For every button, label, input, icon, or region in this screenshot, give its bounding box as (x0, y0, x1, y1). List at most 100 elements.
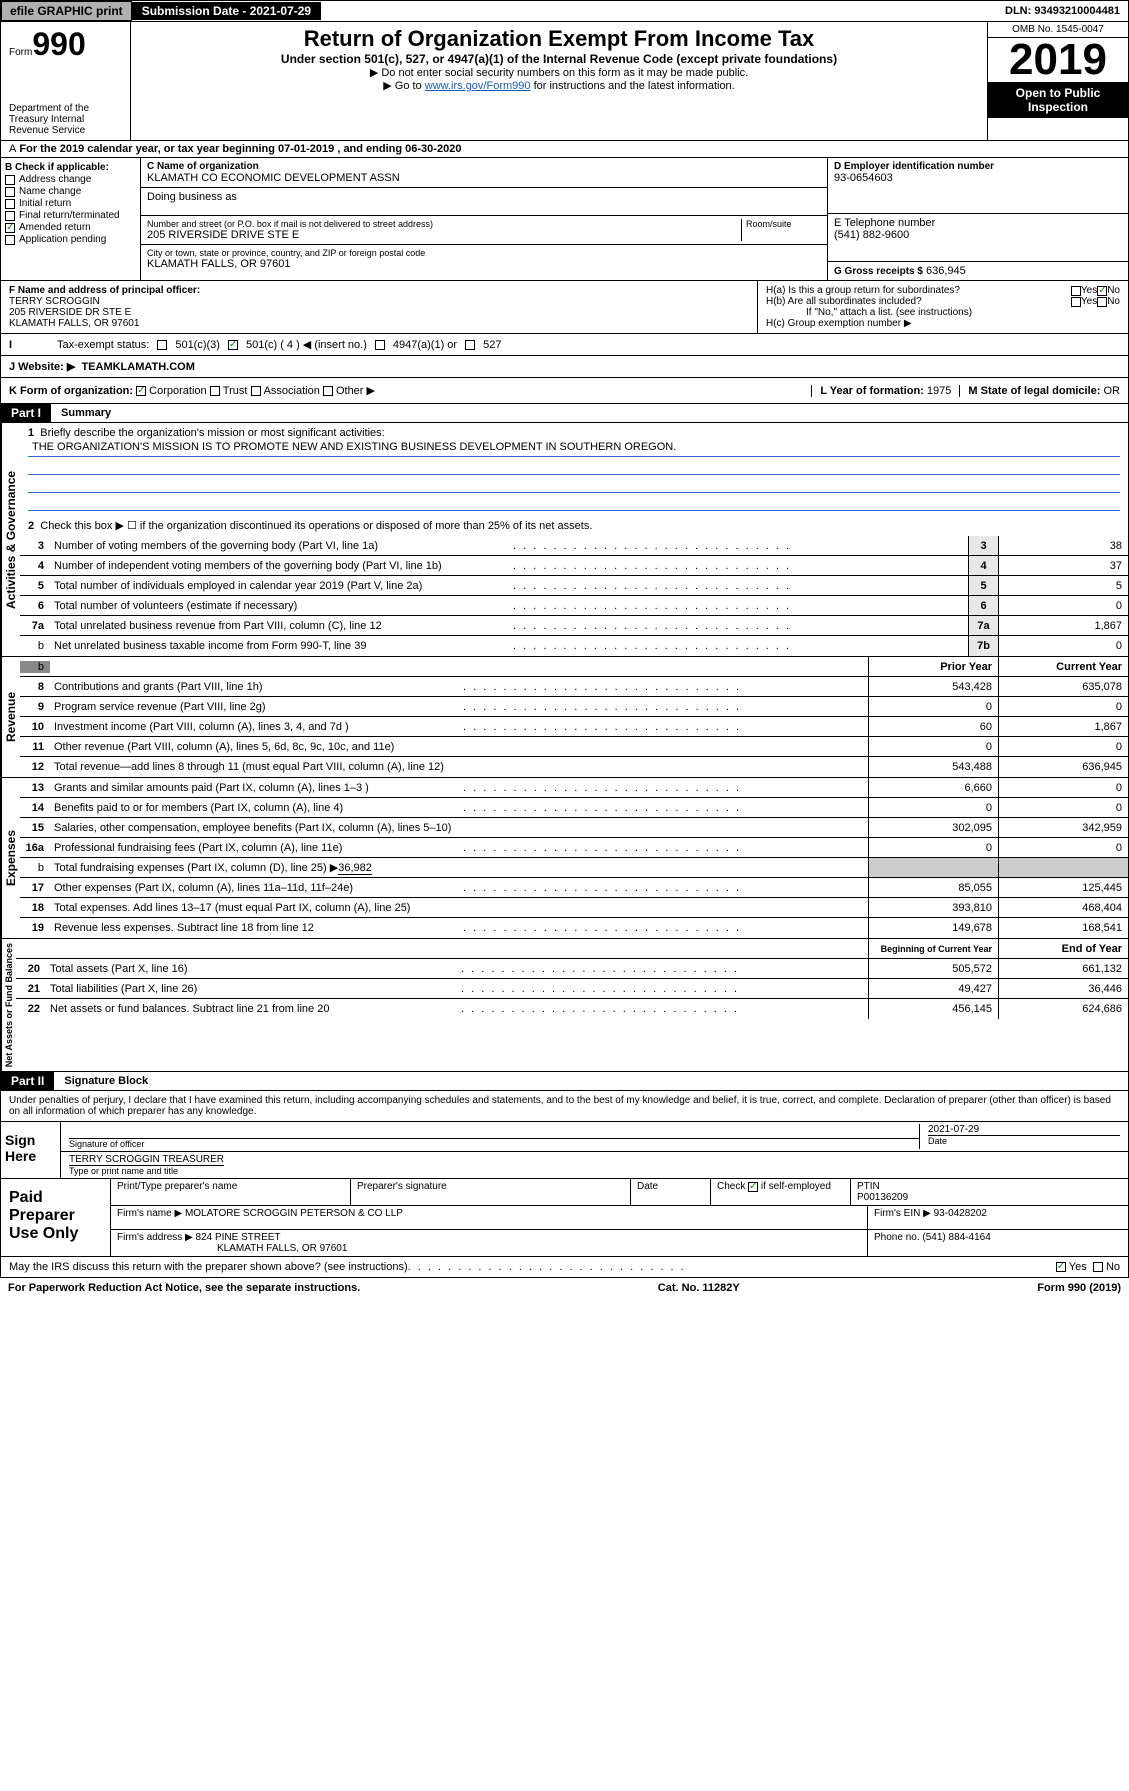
cb-501c3[interactable] (157, 340, 167, 350)
ha-no[interactable] (1097, 286, 1107, 296)
firm-name: MOLATORE SCROGGIN PETERSON & CO LLP (185, 1208, 403, 1219)
box-c: C Name of organization KLAMATH CO ECONOM… (141, 158, 828, 280)
form-990: 990 (32, 26, 85, 62)
firm-city: KLAMATH FALLS, OR 97601 (117, 1243, 347, 1254)
row-fg: F Name and address of principal officer:… (0, 281, 1129, 334)
section-a: A For the 2019 calendar year, or tax yea… (0, 141, 1129, 158)
efile-print-button[interactable]: efile GRAPHIC print (1, 1, 132, 21)
note-2: ▶ Go to www.irs.gov/Form990 for instruct… (135, 79, 983, 92)
checkbox-final[interactable] (5, 211, 15, 221)
room-label: Room/suite (741, 219, 821, 241)
ha-yes[interactable] (1071, 286, 1081, 296)
line6-val: 0 (998, 596, 1128, 615)
box-de: D Employer identification number 93-0654… (828, 158, 1128, 280)
subtitle: Under section 501(c), 527, or 4947(a)(1)… (135, 52, 983, 66)
city-label: City or town, state or province, country… (147, 248, 821, 258)
sign-here: Sign Here (1, 1122, 61, 1178)
part2-header: Part II Signature Block (0, 1072, 1129, 1091)
org-name: KLAMATH CO ECONOMIC DEVELOPMENT ASSN (147, 172, 821, 184)
checkbox-address[interactable] (5, 175, 15, 185)
box-f: F Name and address of principal officer:… (1, 281, 758, 333)
part2-title: Signature Block (54, 1073, 158, 1089)
dba-label: Doing business as (147, 191, 237, 203)
year-formation: 1975 (927, 385, 951, 397)
phone-label: E Telephone number (834, 217, 1122, 229)
prep-phone: (541) 884-4164 (922, 1232, 990, 1243)
discuss-no[interactable] (1093, 1262, 1103, 1272)
discuss-yes[interactable] (1056, 1262, 1066, 1272)
dln: DLN: 93493210004481 (997, 3, 1128, 19)
revenue-block: Revenue bPrior YearCurrent Year 8Contrib… (0, 657, 1129, 778)
cb-trust[interactable] (210, 386, 220, 396)
discuss-row: May the IRS discuss this return with the… (0, 1257, 1129, 1278)
officer-city: KLAMATH FALLS, OR 97601 (9, 318, 749, 329)
form-number-cell: Form990 Department of the Treasury Inter… (1, 22, 131, 140)
mission-text: THE ORGANIZATION'S MISSION IS TO PROMOTE… (28, 439, 1120, 457)
cb-corp[interactable] (136, 386, 146, 396)
governance-block: Activities & Governance 1 Briefly descri… (0, 423, 1129, 657)
note-1: ▶ Do not enter social security numbers o… (135, 66, 983, 79)
city: KLAMATH FALLS, OR 97601 (147, 258, 821, 270)
cb-4947[interactable] (375, 340, 385, 350)
cb-501c[interactable] (228, 340, 238, 350)
ein: 93-0654603 (834, 172, 1122, 184)
cb-self-employed[interactable] (748, 1182, 758, 1192)
year-cell: OMB No. 1545-0047 2019 Open to Public In… (988, 22, 1128, 140)
line7a-val: 1,867 (998, 616, 1128, 635)
expenses-block: Expenses 13Grants and similar amounts pa… (0, 778, 1129, 939)
form-header: Form990 Department of the Treasury Inter… (0, 22, 1129, 141)
dept-text: Department of the Treasury Internal Reve… (9, 103, 122, 136)
line3-val: 38 (998, 536, 1128, 555)
hb-yes[interactable] (1071, 297, 1081, 307)
hb-note: If "No," attach a list. (see instruction… (766, 307, 1120, 318)
vlabel-net: Net Assets or Fund Balances (1, 939, 16, 1071)
org-name-label: C Name of organization (147, 161, 821, 172)
k-row: K Form of organization: Corporation Trus… (0, 378, 1129, 404)
box-h: H(a) Is this a group return for subordin… (758, 281, 1128, 333)
cb-527[interactable] (465, 340, 475, 350)
hb-no[interactable] (1097, 297, 1107, 307)
line5-val: 5 (998, 576, 1128, 595)
perjury-text: Under penalties of perjury, I declare th… (1, 1091, 1128, 1121)
paid-preparer-block: Paid Preparer Use Only Print/Type prepar… (0, 1179, 1129, 1257)
website: TEAMKLAMATH.COM (81, 361, 194, 373)
officer-street: 205 RIVERSIDE DR STE E (9, 307, 749, 318)
submission-date: Submission Date - 2021-07-29 (132, 2, 321, 20)
checkbox-name[interactable] (5, 187, 15, 197)
checkbox-amended[interactable] (5, 223, 15, 233)
main-title: Return of Organization Exempt From Incom… (135, 26, 983, 52)
part1-num: Part I (1, 404, 51, 422)
cb-assoc[interactable] (251, 386, 261, 396)
part1-header: Part I Summary (0, 404, 1129, 423)
tax-status-row: I Tax-exempt status: 501(c)(3) 501(c) ( … (0, 334, 1129, 356)
form-label: Form (9, 47, 32, 58)
line4-val: 37 (998, 556, 1128, 575)
vlabel-rev: Revenue (1, 657, 20, 777)
sig-date: 2021-07-29 (928, 1124, 1120, 1135)
part2-num: Part II (1, 1072, 54, 1090)
website-row: J Website: ▶ TEAMKLAMATH.COM (0, 356, 1129, 378)
gross-label: G Gross receipts $ (834, 266, 923, 277)
netassets-block: Net Assets or Fund Balances Beginning of… (0, 939, 1129, 1072)
officer-name-title: TERRY SCROGGIN TREASURER (69, 1154, 224, 1165)
line7b-val: 0 (998, 636, 1128, 656)
entity-grid: B Check if applicable: Address change Na… (0, 158, 1129, 281)
ein-label: D Employer identification number (834, 161, 1122, 172)
part1-title: Summary (51, 405, 121, 421)
phone: (541) 882-9600 (834, 229, 1122, 241)
checkbox-initial[interactable] (5, 199, 15, 209)
firm-ein: 93-0428202 (934, 1208, 987, 1219)
firm-addr: 824 PINE STREET (196, 1232, 281, 1243)
box-b-title: B Check if applicable: (5, 162, 136, 173)
signature-block: Under penalties of perjury, I declare th… (0, 1091, 1129, 1179)
checkbox-pending[interactable] (5, 235, 15, 245)
hc: H(c) Group exemption number ▶ (766, 318, 1120, 329)
irs-link[interactable]: www.irs.gov/Form990 (425, 80, 531, 92)
open-public: Open to Public Inspection (988, 82, 1128, 118)
domicile: OR (1104, 385, 1121, 397)
cb-other[interactable] (323, 386, 333, 396)
box-b: B Check if applicable: Address change Na… (1, 158, 141, 280)
vlabel-gov: Activities & Governance (1, 423, 20, 656)
street-label: Number and street (or P.O. box if mail i… (147, 219, 741, 229)
title-cell: Return of Organization Exempt From Incom… (131, 22, 988, 140)
